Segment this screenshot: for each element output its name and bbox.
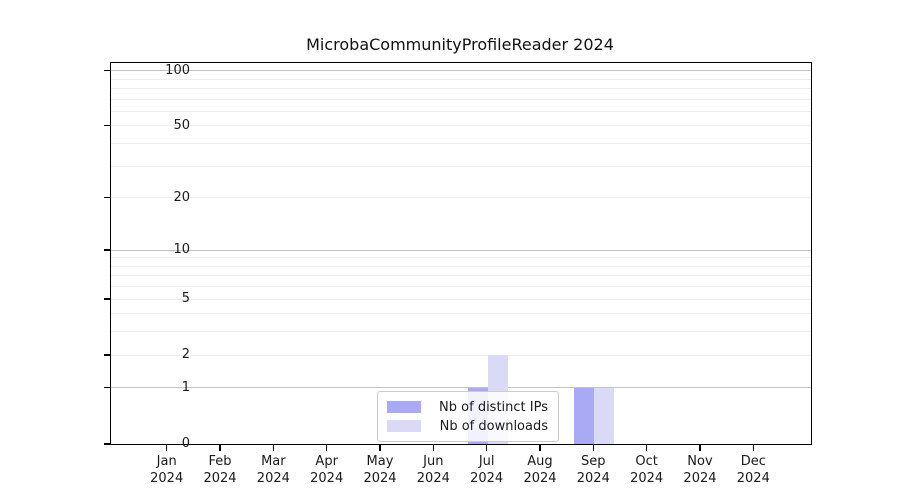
x-tick-label: Oct 2024 xyxy=(630,454,664,486)
x-tick-label: Nov 2024 xyxy=(683,454,717,486)
y-tick-mark xyxy=(104,124,110,127)
x-tick-label: May 2024 xyxy=(363,454,397,486)
x-tick-label: Dec 2024 xyxy=(736,454,770,486)
legend-item-distinct-ips: Nb of distinct IPs xyxy=(387,399,548,415)
x-tick-mark xyxy=(645,445,648,451)
chart-title: MicrobaCommunityProfileReader 2024 xyxy=(306,35,614,54)
x-tick-mark xyxy=(752,445,755,451)
y-tick-label: 0 xyxy=(181,436,190,451)
plot-area: Nb of distinct IPs Nb of downloads xyxy=(110,62,812,445)
y-tick-label: 20 xyxy=(173,189,190,205)
x-tick-mark xyxy=(432,445,435,451)
y-tick-label: 1 xyxy=(181,379,190,395)
y-tick-mark xyxy=(104,354,110,356)
x-tick-label: Apr 2024 xyxy=(310,454,344,486)
y-grid-minor xyxy=(111,143,811,145)
y-tick-mark xyxy=(104,196,110,199)
x-tick-label: Jul 2024 xyxy=(470,454,504,486)
downloads-swatch xyxy=(387,420,421,432)
y-grid-minor xyxy=(111,110,811,112)
y-tick-mark xyxy=(104,249,110,251)
y-grid-minor xyxy=(111,298,811,300)
y-tick-label: 10 xyxy=(173,242,190,257)
y-grid-minor xyxy=(111,87,811,89)
x-tick-mark xyxy=(379,445,381,451)
y-grid-minor xyxy=(111,98,811,100)
y-grid-minor xyxy=(111,78,811,80)
y-grid-minor xyxy=(111,313,811,315)
y-tick-label: 50 xyxy=(173,117,190,133)
x-tick-mark xyxy=(485,445,488,451)
x-tick-mark xyxy=(325,445,328,451)
y-grid-major xyxy=(111,249,811,251)
y-tick-mark xyxy=(104,298,110,300)
y-grid-minor xyxy=(111,354,811,356)
legend-label-distinct-ips: Nb of distinct IPs xyxy=(439,399,548,415)
y-grid-minor xyxy=(111,257,811,259)
x-tick-mark xyxy=(272,445,275,451)
y-tick-mark xyxy=(104,443,110,445)
x-tick-mark xyxy=(165,445,168,451)
x-tick-label: Jan 2024 xyxy=(150,454,184,486)
y-grid-minor xyxy=(111,265,811,267)
y-tick-label: 100 xyxy=(165,62,190,78)
distinct-ips-swatch xyxy=(387,401,421,413)
x-tick-mark xyxy=(699,445,701,451)
y-grid-minor xyxy=(111,125,811,127)
bar-nb-of-distinct-ips xyxy=(574,387,595,444)
y-tick-label: 2 xyxy=(181,347,190,363)
legend-item-downloads: Nb of downloads xyxy=(387,418,548,434)
y-grid-major xyxy=(111,70,811,72)
legend-label-downloads: Nb of downloads xyxy=(439,418,548,434)
y-tick-mark xyxy=(104,386,110,389)
x-tick-label: Mar 2024 xyxy=(256,454,290,486)
x-tick-mark xyxy=(219,445,221,451)
y-grid-minor xyxy=(111,165,811,167)
x-tick-label: Feb 2024 xyxy=(203,454,237,486)
x-tick-mark xyxy=(539,445,541,451)
y-grid-minor xyxy=(111,331,811,333)
y-grid-minor xyxy=(111,275,811,277)
y-grid-major xyxy=(111,387,811,389)
y-grid-minor xyxy=(111,286,811,288)
bar-nb-of-downloads xyxy=(594,387,615,444)
y-grid-minor xyxy=(111,197,811,199)
y-tick-mark xyxy=(104,69,110,72)
x-tick-label: Jun 2024 xyxy=(416,454,450,486)
legend: Nb of distinct IPs Nb of downloads xyxy=(377,391,559,442)
y-tick-label: 5 xyxy=(181,291,190,307)
x-tick-label: Sep 2024 xyxy=(576,454,610,486)
x-tick-label: Aug 2024 xyxy=(523,454,557,486)
x-tick-mark xyxy=(592,445,595,451)
